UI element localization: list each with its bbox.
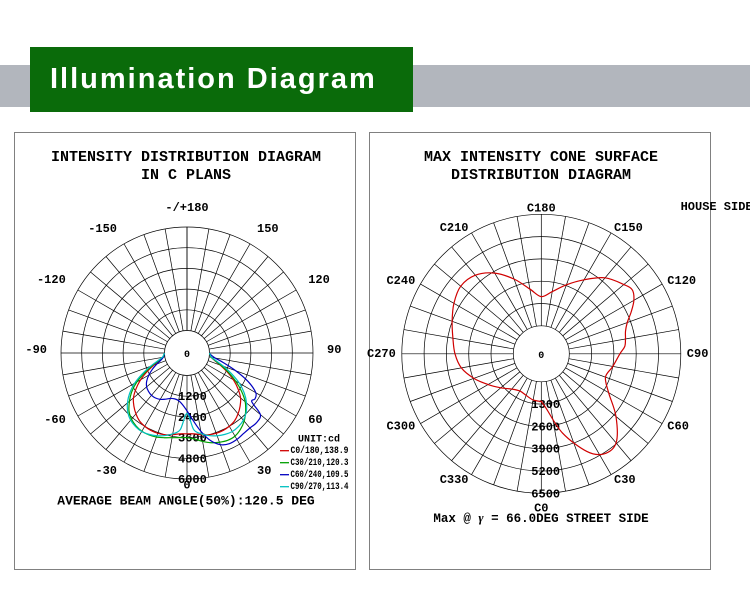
svg-text:C60/240,109.5: C60/240,109.5 bbox=[291, 469, 349, 481]
svg-text:150: 150 bbox=[257, 222, 279, 236]
svg-text:C90/270,113.4: C90/270,113.4 bbox=[291, 481, 349, 493]
svg-text:DISTRIBUTION DIAGRAM: DISTRIBUTION DIAGRAM bbox=[451, 167, 631, 184]
svg-text:60: 60 bbox=[308, 413, 322, 427]
svg-text:0: 0 bbox=[538, 351, 544, 362]
svg-text:C60: C60 bbox=[667, 420, 689, 434]
svg-text:C30/210,120.3: C30/210,120.3 bbox=[291, 457, 349, 469]
svg-text:C120: C120 bbox=[667, 274, 696, 288]
svg-text:MAX INTENSITY CONE SURFACE: MAX INTENSITY CONE SURFACE bbox=[424, 149, 658, 166]
svg-text:C240: C240 bbox=[386, 274, 415, 288]
svg-text:Max @ γ = 66.0DEG STREET SIDE: Max @ γ = 66.0DEG STREET SIDE bbox=[433, 511, 648, 526]
svg-text:5200: 5200 bbox=[531, 465, 560, 479]
svg-text:2600: 2600 bbox=[531, 420, 560, 434]
svg-text:C150: C150 bbox=[614, 221, 643, 235]
svg-text:C30: C30 bbox=[614, 473, 636, 487]
svg-text:0: 0 bbox=[184, 350, 190, 361]
svg-text:C0/180,138.9: C0/180,138.9 bbox=[291, 445, 349, 457]
svg-text:C270: C270 bbox=[367, 347, 396, 361]
svg-text:C210: C210 bbox=[440, 221, 469, 235]
svg-text:6500: 6500 bbox=[531, 487, 560, 501]
svg-text:UNIT:cd: UNIT:cd bbox=[298, 433, 340, 445]
svg-text:-120: -120 bbox=[37, 273, 66, 287]
svg-text:AVERAGE BEAM ANGLE(50%):120.5: AVERAGE BEAM ANGLE(50%):120.5 DEG bbox=[57, 493, 315, 508]
svg-text:4800: 4800 bbox=[178, 452, 207, 466]
svg-text:C300: C300 bbox=[386, 420, 415, 434]
svg-text:1200: 1200 bbox=[178, 390, 207, 404]
svg-text:6000: 6000 bbox=[178, 473, 207, 487]
svg-text:IN C PLANS: IN C PLANS bbox=[141, 167, 231, 184]
svg-text:C180: C180 bbox=[527, 201, 556, 215]
svg-text:INTENSITY DISTRIBUTION DIAGRAM: INTENSITY DISTRIBUTION DIAGRAM bbox=[51, 149, 321, 166]
svg-text:-60: -60 bbox=[44, 413, 66, 427]
svg-text:C330: C330 bbox=[440, 473, 469, 487]
svg-text:-30: -30 bbox=[95, 464, 117, 478]
svg-text:3900: 3900 bbox=[531, 443, 560, 457]
svg-text:-90: -90 bbox=[25, 343, 47, 357]
svg-text:30: 30 bbox=[257, 464, 271, 478]
svg-text:0: 0 bbox=[183, 478, 190, 492]
svg-text:C90: C90 bbox=[687, 347, 709, 361]
svg-text:90: 90 bbox=[327, 343, 341, 357]
svg-text:HOUSE SIDE: HOUSE SIDE bbox=[681, 200, 750, 214]
svg-text:-150: -150 bbox=[88, 222, 117, 236]
svg-text:-/+180: -/+180 bbox=[165, 201, 208, 215]
svg-text:120: 120 bbox=[308, 273, 330, 287]
